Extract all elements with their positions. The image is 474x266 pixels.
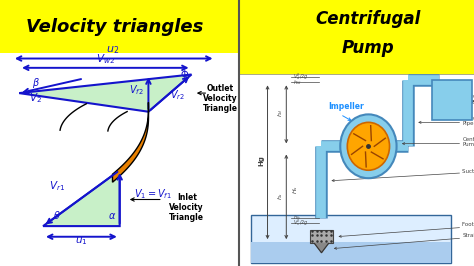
Text: Pump: Pump xyxy=(342,39,395,57)
Polygon shape xyxy=(314,243,328,253)
FancyBboxPatch shape xyxy=(239,74,474,266)
Text: Pump: Pump xyxy=(462,142,474,147)
Text: $\Phi$: $\Phi$ xyxy=(180,68,189,81)
FancyBboxPatch shape xyxy=(0,53,239,266)
Text: Delivery: Delivery xyxy=(462,116,474,121)
Text: $V_2$: $V_2$ xyxy=(29,91,42,105)
Text: $V_{r2}$: $V_{r2}$ xyxy=(170,88,185,102)
Text: $V_{r1}$: $V_{r1}$ xyxy=(49,179,65,193)
Text: Pipe: Pipe xyxy=(462,121,474,126)
FancyBboxPatch shape xyxy=(310,230,333,243)
Text: Delivery: Delivery xyxy=(462,94,474,99)
Text: $h_{fs}$: $h_{fs}$ xyxy=(293,213,301,222)
Text: $V_{w2}$: $V_{w2}$ xyxy=(96,52,115,66)
Text: Tank: Tank xyxy=(444,97,460,102)
Polygon shape xyxy=(43,170,119,226)
Text: Velocity triangles: Velocity triangles xyxy=(26,18,204,36)
Text: $H_s$: $H_s$ xyxy=(291,185,300,194)
Text: $u_1$: $u_1$ xyxy=(75,235,88,247)
Text: $V_{f2}$: $V_{f2}$ xyxy=(129,83,144,97)
Text: Centrifugal: Centrifugal xyxy=(462,137,474,142)
Text: Suction Pipe: Suction Pipe xyxy=(462,169,474,174)
Text: Centrifugal: Centrifugal xyxy=(316,10,421,28)
Circle shape xyxy=(347,122,390,170)
Text: $\beta$: $\beta$ xyxy=(32,76,40,90)
Text: $\theta$: $\theta$ xyxy=(53,209,61,222)
Text: Inlet
Velocity
Triangle: Inlet Velocity Triangle xyxy=(169,193,204,222)
Text: $\alpha$: $\alpha$ xyxy=(108,211,116,222)
Text: Strainer: Strainer xyxy=(462,233,474,238)
Text: $h_d$: $h_d$ xyxy=(276,109,285,117)
Text: $V_1=V_{f1}$: $V_1=V_{f1}$ xyxy=(134,187,172,201)
Polygon shape xyxy=(19,74,191,112)
Text: Impeller: Impeller xyxy=(328,102,365,111)
Text: Delivery: Delivery xyxy=(437,88,466,93)
FancyBboxPatch shape xyxy=(239,0,474,74)
Text: $h_{fd}$: $h_{fd}$ xyxy=(293,78,302,88)
FancyBboxPatch shape xyxy=(251,242,450,263)
Text: Foot valve: Foot valve xyxy=(462,222,474,227)
Text: Tank: Tank xyxy=(462,100,474,105)
FancyBboxPatch shape xyxy=(251,215,450,263)
Polygon shape xyxy=(112,102,148,182)
Text: Outlet
Velocity
Triangle: Outlet Velocity Triangle xyxy=(203,84,238,113)
Text: $h_s$: $h_s$ xyxy=(276,192,285,200)
Text: $V_s^2/2g$: $V_s^2/2g$ xyxy=(293,218,309,228)
FancyBboxPatch shape xyxy=(0,0,239,53)
Text: $V_d^2/2g$: $V_d^2/2g$ xyxy=(293,71,309,82)
Text: $u_2$: $u_2$ xyxy=(106,44,119,56)
Circle shape xyxy=(340,114,397,178)
Text: Hg: Hg xyxy=(259,155,264,166)
FancyBboxPatch shape xyxy=(432,80,472,120)
